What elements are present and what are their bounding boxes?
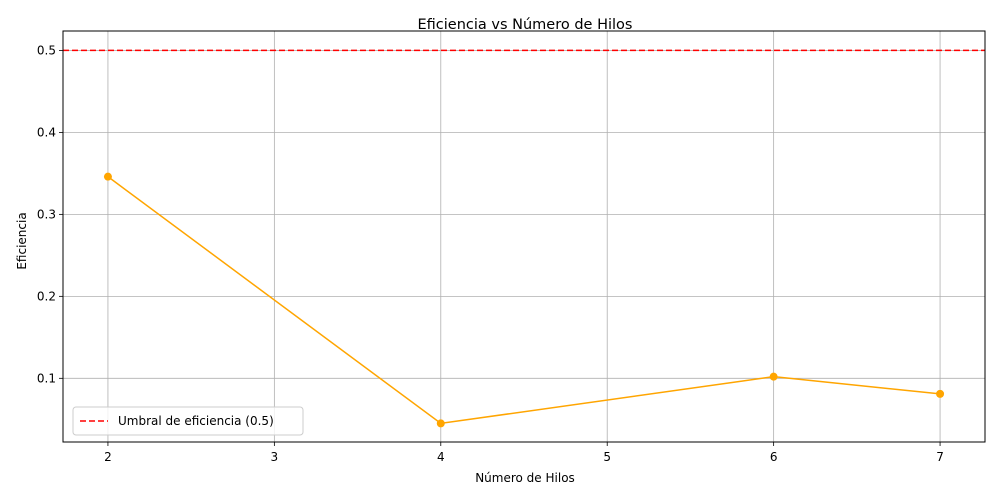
y-tick-label: 0.2 — [37, 289, 56, 303]
y-tick-label: 0.5 — [37, 43, 56, 57]
x-tick-label: 5 — [603, 450, 611, 464]
data-point — [936, 389, 945, 398]
series-layer — [103, 172, 945, 428]
data-point — [103, 172, 112, 181]
legend-threshold-label: Umbral de eficiencia (0.5) — [118, 414, 274, 428]
x-tick-label: 3 — [271, 450, 279, 464]
legend-box — [72, 406, 304, 436]
x-axis-label: Número de Hilos — [475, 471, 575, 485]
y-tick-label: 0.3 — [37, 207, 56, 221]
series-line — [107, 176, 941, 425]
y-ticks: 0.1 0.2 0.3 0.4 0.5 — [37, 43, 63, 385]
x-tick-label: 4 — [437, 450, 445, 464]
y-tick-label: 0.1 — [37, 371, 56, 385]
x-tick-label: 7 — [936, 450, 944, 464]
x-ticks: 2 3 4 5 6 7 — [104, 442, 944, 464]
y-tick-label: 0.4 — [37, 125, 56, 139]
chart-title: Eficiencia vs Número de Hilos — [418, 17, 633, 33]
x-tick-label: 2 — [104, 450, 112, 464]
y-axis-label: Eficiencia — [15, 212, 29, 269]
x-tick-label: 6 — [770, 450, 778, 464]
data-point — [769, 372, 778, 381]
legend: Umbral de eficiencia (0.5) — [72, 406, 304, 436]
plot-frame — [62, 30, 986, 443]
data-point — [436, 419, 445, 428]
grid — [63, 31, 985, 442]
